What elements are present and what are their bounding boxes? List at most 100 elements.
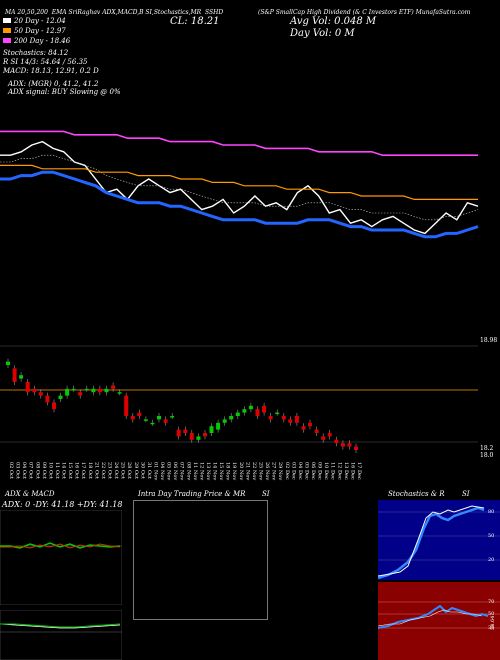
adx-panel: ADX: 0 -DY: 41.18 +DY: 41.18 (0, 500, 122, 660)
candle-body (288, 419, 293, 423)
date-tick-label: 20 Nov (238, 462, 244, 480)
info-macd: MACD: 18.13, 12.91, 0.2 D (3, 67, 99, 75)
candle-body (84, 388, 89, 391)
candle-body (157, 416, 161, 420)
series-line-20-day (0, 154, 479, 221)
intraday-panel (133, 500, 268, 620)
adx-red-line (0, 543, 121, 549)
candle-body (12, 368, 17, 382)
date-tick-label: 30 Oct (139, 462, 145, 479)
date-tick-label: 22 Nov (251, 462, 257, 480)
candle-body (321, 436, 326, 440)
candle-body (294, 416, 299, 423)
candle-body (183, 429, 188, 433)
date-tick-label: 17 Oct (80, 462, 86, 479)
candle-body (354, 446, 358, 450)
price-label-mid: 18.2 (480, 445, 494, 452)
candle-body (25, 382, 30, 393)
date-tick-label: 05 Nov (166, 462, 172, 480)
adx-values: ADX: 0 -DY: 41.18 +DY: 41.18 (2, 500, 123, 509)
rsi-tick-70: 70 (488, 599, 494, 605)
date-tick-label: 29 Oct (133, 462, 139, 479)
candle-body (45, 395, 50, 403)
date-tick-label: 04 Dec (297, 462, 303, 480)
candle-body (38, 392, 43, 396)
date-tick-label: 01 Nov (153, 462, 159, 480)
date-tick-label: 21 Nov (244, 462, 250, 480)
adx-line: ADX: (MGR) 0, 41.2, 41.2 (8, 80, 99, 88)
date-tick-label: 22 Oct (100, 462, 106, 479)
stoch-tick-20: 20 (488, 557, 494, 563)
ma-legend: 20 Day - 12.04 50 Day - 12.97 200 Day - … (3, 17, 99, 75)
date-tick-label: 19 Nov (231, 462, 237, 480)
candle-body (130, 416, 135, 420)
intraday-panel-si: SI (262, 490, 270, 498)
candle-body (327, 433, 332, 437)
candle-body (71, 388, 76, 391)
adx-green-line (0, 542, 121, 549)
date-tick-label: 08 Nov (185, 462, 191, 480)
series-line-200-day (0, 130, 478, 157)
rsi-value-label: 54.64 (490, 616, 496, 630)
candle-body (97, 388, 102, 393)
date-tick-label: 10 Oct (47, 462, 53, 479)
date-tick-label: 16 Oct (74, 462, 80, 479)
candle-body (301, 426, 306, 430)
candle-body (32, 388, 37, 393)
rsi-chart: 70 50 30 54.64 (378, 582, 500, 660)
date-tick-label: 25 Nov (258, 462, 264, 480)
date-tick-label: 02 Oct (8, 462, 14, 479)
candle-body (163, 419, 168, 423)
date-axis: 02 Oct 03 Oct 04 Oct 07 Oct 08 Oct 09 Oct 10 O… (8, 462, 362, 480)
date-tick-label: 04 Nov (159, 462, 165, 480)
date-tick-label: 12 Dec (336, 462, 342, 480)
date-tick-label: 11 Nov (192, 462, 198, 480)
day-volume: Day Vol: 0 M (290, 28, 355, 39)
date-tick-label: 07 Nov (179, 462, 185, 480)
candle-body (340, 443, 345, 447)
date-tick-label: 16 Dec (349, 462, 355, 480)
candle-body (255, 409, 260, 416)
date-tick-label: 18 Nov (225, 462, 231, 480)
candle-body (91, 388, 96, 393)
info-stochastics: Stochastics: 84.12 (3, 49, 69, 57)
candle-body (117, 392, 122, 394)
candle-body (111, 385, 116, 389)
date-tick-label: 15 Nov (218, 462, 224, 480)
intraday-panel-title: Intra Day Trading Price & MR (138, 490, 246, 498)
candle-body (314, 429, 319, 433)
candle-body (275, 412, 280, 415)
date-tick-label: 06 Nov (172, 462, 178, 480)
candle-body (308, 422, 312, 427)
price-label-low: 18.0 (480, 452, 494, 459)
date-tick-label: 17 Dec (356, 462, 362, 480)
candle-body (124, 395, 129, 416)
date-tick-label: 09 Dec (317, 462, 323, 480)
candle-body (262, 405, 267, 413)
adx-chart (0, 510, 122, 605)
candle-body (216, 422, 221, 430)
date-tick-label: 04 Oct (21, 462, 27, 479)
legend-ma200: 200 Day - 18.46 (3, 37, 99, 45)
candle-body (196, 436, 201, 440)
date-tick-label: 14 Oct (61, 462, 67, 479)
stoch-panel-si: SI (462, 490, 470, 498)
info-rsi: R SI 14/3: 54.64 / 56.35 (3, 58, 88, 66)
date-tick-label: 26 Nov (264, 462, 270, 480)
series-line-50-day (0, 164, 478, 201)
candle-body (209, 426, 214, 433)
date-tick-label: 05 Dec (304, 462, 310, 480)
date-tick-label: 21 Oct (93, 462, 99, 479)
candle-body (189, 433, 194, 440)
legend-ma20: 20 Day - 12.04 (3, 17, 99, 25)
date-tick-label: 31 Oct (146, 462, 152, 479)
date-tick-label: 18 Oct (87, 462, 93, 479)
stoch-white-line (378, 505, 485, 577)
date-tick-label: 28 Oct (126, 462, 132, 479)
candlestick-chart: 18.98 18.2 18.0 (0, 337, 497, 459)
stoch-tick-80: 80 (488, 509, 494, 515)
candle-body (203, 433, 207, 437)
rsi-tick-50: 50 (488, 611, 494, 617)
candle-body (137, 412, 142, 416)
date-tick-label: 06 Dec (310, 462, 316, 480)
